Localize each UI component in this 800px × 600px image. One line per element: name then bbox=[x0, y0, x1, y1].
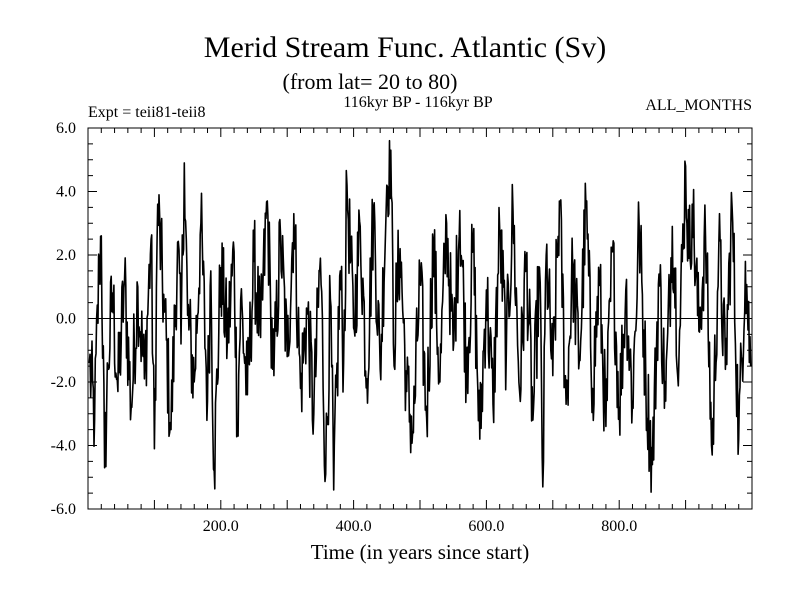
chart-subtitle: (from lat= 20 to 80) bbox=[283, 69, 458, 94]
x-axis-label: Time (in years since start) bbox=[311, 540, 530, 564]
y-tick-label: -4.0 bbox=[51, 438, 76, 455]
x-tick-label: 600.0 bbox=[468, 518, 504, 535]
chart-title: Merid Stream Func. Atlantic (Sv) bbox=[204, 31, 606, 64]
y-tick-label: 2.0 bbox=[56, 247, 76, 264]
y-tick-label: 4.0 bbox=[56, 184, 76, 201]
period-label: 116kyr BP - 116kyr BP bbox=[343, 94, 492, 111]
series-line bbox=[88, 139, 752, 493]
axis-tick-labels: 200.0 400.0 600.0 800.0 -6.0 -4.0 -2.0 0.0 2.0 4.… bbox=[51, 120, 638, 535]
y-tick-label: 0.0 bbox=[56, 311, 76, 328]
x-tick-label: 400.0 bbox=[336, 518, 372, 535]
experiment-label: Expt = teii81-teii8 bbox=[88, 104, 205, 121]
months-label: ALL_MONTHS bbox=[645, 97, 752, 114]
y-tick-label: 6.0 bbox=[56, 120, 76, 137]
x-tick-label: 200.0 bbox=[203, 518, 239, 535]
x-tick-label: 800.0 bbox=[601, 518, 637, 535]
y-tick-label: -2.0 bbox=[51, 374, 76, 391]
y-tick-label: -6.0 bbox=[51, 501, 76, 518]
